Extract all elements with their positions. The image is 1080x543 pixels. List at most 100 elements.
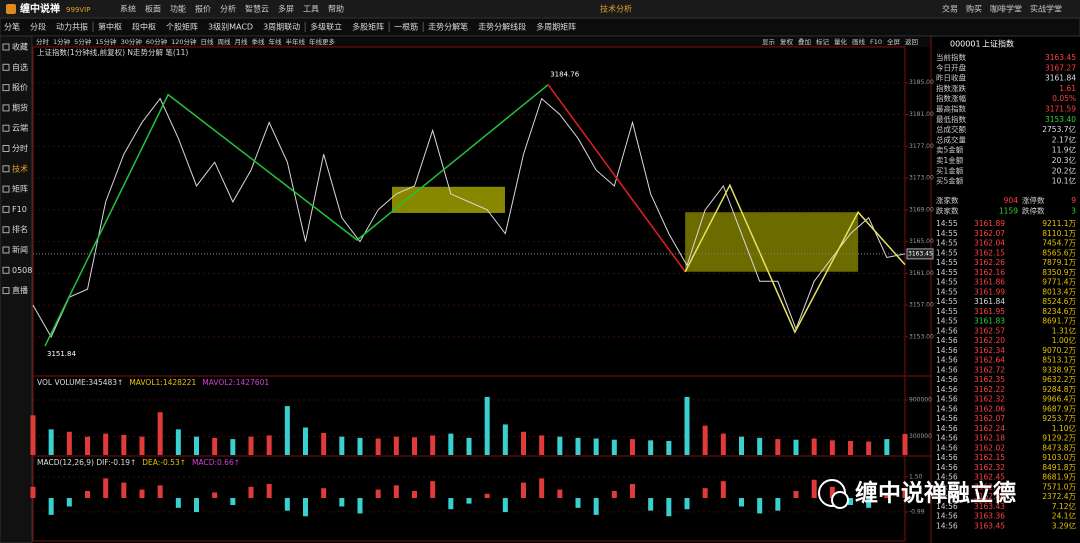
menu-item[interactable]: 工具 bbox=[303, 5, 319, 14]
sidebar-item[interactable]: 报价 bbox=[12, 82, 28, 92]
tool-button[interactable]: 3周期联动 bbox=[263, 22, 300, 32]
tick-time: 14:56 bbox=[936, 385, 958, 394]
menu-item[interactable]: 多屏 bbox=[278, 4, 294, 14]
legend-entry: MACD(12,26,9) DIF:-0.19↑ bbox=[37, 458, 136, 467]
bar bbox=[230, 439, 236, 455]
tick-time: 14:55 bbox=[936, 317, 958, 326]
sidebar-item[interactable]: 云端 bbox=[12, 123, 28, 133]
tool-button[interactable]: 分段 bbox=[30, 22, 46, 32]
period-tab[interactable]: 1分钟 bbox=[53, 37, 71, 46]
tick-time: 14:56 bbox=[936, 336, 958, 345]
period-tab[interactable]: 日线 bbox=[201, 37, 215, 46]
badge: 999VIP bbox=[66, 6, 90, 14]
menu-item[interactable]: 功能 bbox=[170, 4, 186, 14]
tick-volume: 9253.7万 bbox=[1042, 414, 1076, 423]
window-title: 技术分析 bbox=[600, 4, 632, 14]
tick-volume: 9070.2万 bbox=[1042, 346, 1076, 355]
period-tab[interactable]: 年线更多 bbox=[309, 37, 336, 46]
quote-label: 最高指数 bbox=[936, 104, 966, 114]
bar bbox=[811, 479, 817, 499]
sidebar-item[interactable]: 矩阵 bbox=[12, 184, 28, 194]
period-tab[interactable]: 30分钟 bbox=[121, 37, 143, 46]
tool-button[interactable]: 段中枢 bbox=[132, 22, 156, 32]
tool-button[interactable]: 走势分解笔 bbox=[428, 22, 468, 32]
tick-price: 3161.99 bbox=[974, 287, 1005, 296]
sidebar-item[interactable]: F10 bbox=[12, 205, 27, 214]
period-tab[interactable]: 季线 bbox=[252, 37, 266, 46]
sidebar-item[interactable]: 收藏 bbox=[12, 42, 28, 52]
period-tab[interactable]: 120分钟 bbox=[171, 37, 197, 46]
chart-tool[interactable]: 画线 bbox=[852, 37, 866, 46]
chart-tool[interactable]: 量化 bbox=[834, 37, 848, 46]
sidebar-item[interactable]: 期货 bbox=[12, 102, 28, 112]
bar bbox=[448, 498, 454, 510]
sidebar-item[interactable]: 0508 bbox=[12, 266, 32, 275]
chart-tool[interactable]: 返回 bbox=[905, 38, 918, 46]
menu-item[interactable]: 分析 bbox=[220, 4, 236, 14]
tool-button[interactable]: 多级联立 bbox=[310, 22, 342, 32]
tick-price: 3162.22 bbox=[974, 385, 1005, 394]
menu-item[interactable]: 咖啡学堂 bbox=[990, 4, 1022, 14]
sidebar-icon bbox=[2, 84, 10, 92]
menu-item[interactable]: 报价 bbox=[195, 4, 211, 14]
sidebar-item[interactable]: 技术 bbox=[12, 163, 28, 173]
period-tab[interactable]: 分时 bbox=[36, 37, 50, 46]
y-tick-label: 3177.00 bbox=[909, 143, 934, 150]
tool-button[interactable]: 走势分解线段 bbox=[478, 22, 526, 32]
chart-tool[interactable]: 显示 bbox=[762, 38, 776, 46]
bar bbox=[248, 436, 254, 455]
tool-button[interactable]: 一根筋 bbox=[394, 22, 418, 32]
tick-time: 14:56 bbox=[936, 346, 958, 355]
menu-item[interactable]: 帮助 bbox=[328, 4, 344, 14]
bar bbox=[557, 436, 563, 455]
tool-button[interactable]: 个股矩阵 bbox=[166, 22, 198, 32]
quote-label: 指数涨跌 bbox=[936, 83, 966, 93]
sidebar-item[interactable]: 直播 bbox=[12, 285, 28, 295]
menu-item[interactable]: 智慧云 bbox=[245, 4, 269, 14]
tool-button[interactable]: 多周期矩阵 bbox=[536, 22, 576, 32]
menu-item[interactable]: 系统 bbox=[120, 4, 136, 14]
tool-button[interactable]: 3级别MACD bbox=[208, 22, 253, 32]
tick-time: 14:56 bbox=[936, 521, 958, 530]
bar bbox=[866, 498, 872, 508]
period-tab[interactable]: 年线 bbox=[269, 37, 283, 46]
chart-tool[interactable]: 复权 bbox=[780, 37, 794, 46]
chart-tool[interactable]: 全屏 bbox=[887, 37, 901, 46]
tick-price: 3162.54 bbox=[974, 482, 1005, 491]
period-tab[interactable]: 60分钟 bbox=[146, 37, 168, 46]
tool-button[interactable]: 多股矩阵 bbox=[352, 22, 384, 32]
zhongshu-box bbox=[391, 186, 505, 213]
bar bbox=[648, 498, 654, 511]
sidebar-item[interactable]: 新闻 bbox=[12, 245, 28, 255]
tick-time: 14:55 bbox=[936, 229, 958, 238]
quote-label: 今日开盘 bbox=[936, 62, 966, 72]
tick-volume: 8565.6万 bbox=[1042, 248, 1076, 257]
chart-tool[interactable]: F10 bbox=[870, 38, 882, 46]
tool-button[interactable]: 分笔 bbox=[4, 22, 20, 32]
sidebar-item[interactable]: 排名 bbox=[12, 224, 28, 234]
bar bbox=[611, 439, 617, 455]
y-tick-label: 3161.00 bbox=[909, 270, 934, 277]
menu-item[interactable]: 实战学堂 bbox=[1030, 4, 1062, 14]
bar bbox=[684, 498, 690, 510]
period-tab[interactable]: 5分钟 bbox=[74, 37, 92, 46]
sidebar-item[interactable]: 分时 bbox=[12, 143, 28, 153]
sidebar-item[interactable]: 自选 bbox=[12, 62, 28, 72]
chart-tool[interactable]: 叠加 bbox=[798, 37, 811, 46]
period-tab[interactable]: 月线 bbox=[235, 37, 249, 46]
tool-button[interactable]: 动力共振 bbox=[56, 22, 88, 32]
menu-item[interactable]: 板面 bbox=[145, 4, 161, 14]
chart-tool[interactable]: 标记 bbox=[816, 37, 830, 46]
menu-item[interactable]: 购买 bbox=[966, 4, 982, 14]
tool-button[interactable]: 第中枢 bbox=[98, 22, 122, 32]
menu-item[interactable]: 交易 bbox=[942, 4, 958, 14]
quote-value: 2.17亿 bbox=[1052, 134, 1077, 144]
bar bbox=[393, 436, 399, 455]
period-tab[interactable]: 15分钟 bbox=[95, 37, 117, 46]
tick-time: 14:56 bbox=[936, 463, 958, 472]
bar bbox=[30, 486, 36, 499]
period-tab[interactable]: 周线 bbox=[218, 37, 232, 46]
period-tab[interactable]: 半年线 bbox=[286, 37, 306, 46]
